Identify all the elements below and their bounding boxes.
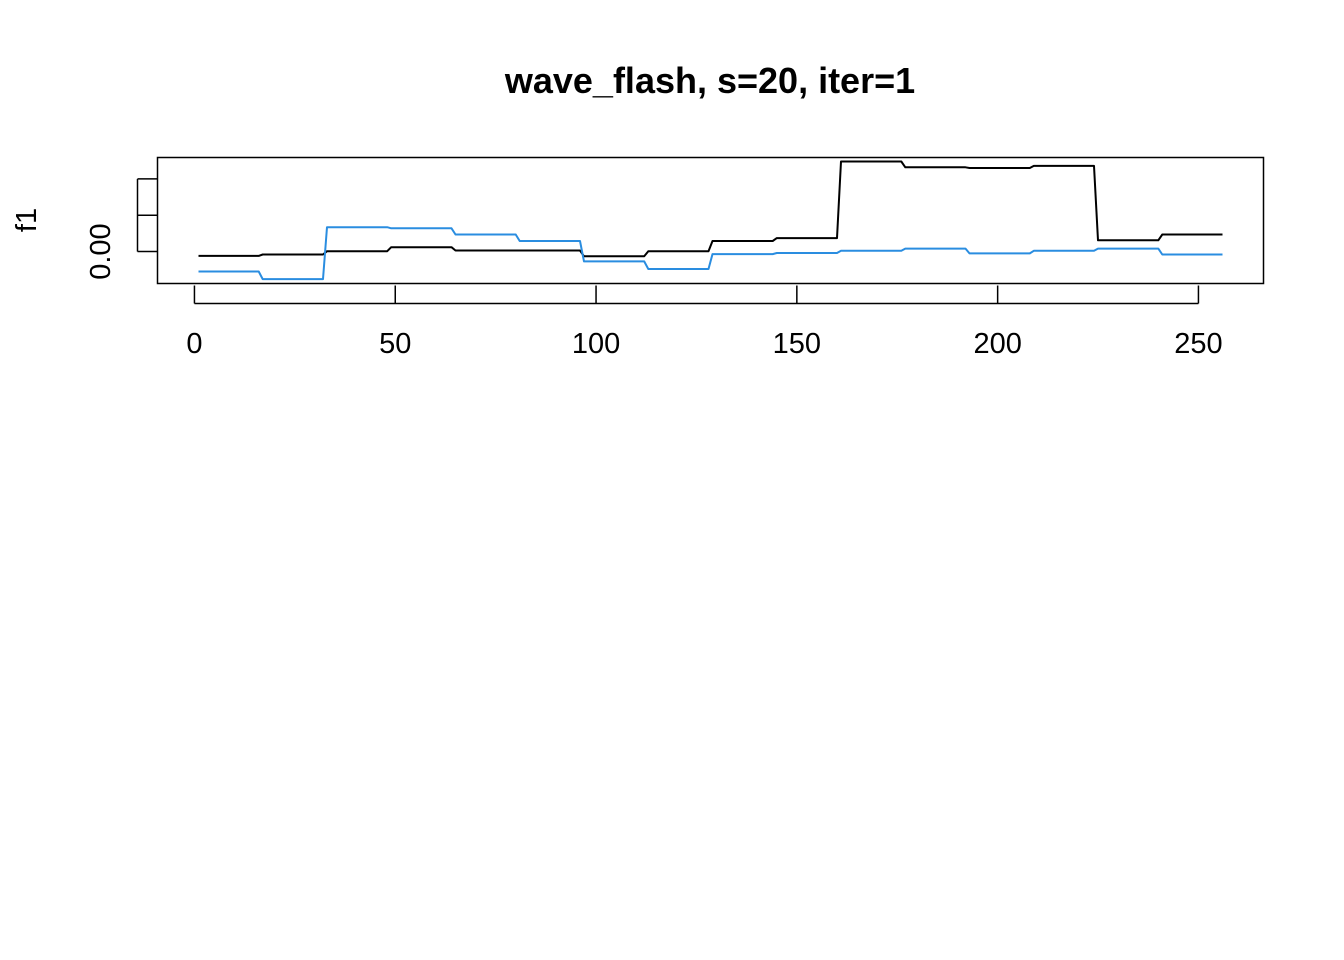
x-tick-label: 50 [379,328,411,360]
chart-title: wave_flash, s=20, iter=1 [504,60,915,101]
plot-frame [156,156,1265,285]
x-tick-label: 200 [973,328,1021,360]
series-layer [198,160,1223,281]
x-tick-label: 0 [186,328,202,360]
y-axis-label: f1 [11,208,43,232]
x-tick-label: 250 [1174,328,1222,360]
series-line-1 [198,160,1223,258]
x-axis: 0 50 100 150 200 250 [186,285,1223,360]
series-line-2 [198,226,1223,281]
y-axis: 0.00 [85,178,158,280]
x-tick-label: 150 [773,328,821,360]
x-tick-label: 100 [572,328,620,360]
y-tick-label: 0.00 [85,223,117,279]
